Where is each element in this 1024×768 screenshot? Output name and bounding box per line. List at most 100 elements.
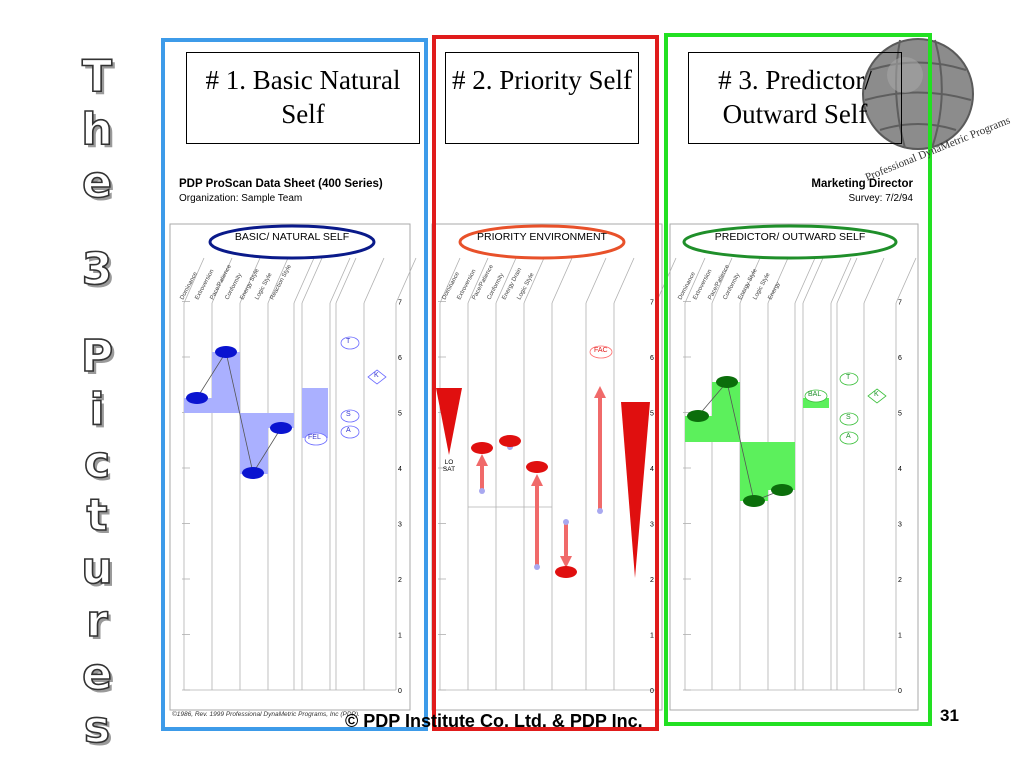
vertical-title-letter: T xyxy=(81,50,113,103)
priority-data-point xyxy=(471,442,493,454)
outward-data-point xyxy=(743,495,765,507)
sheet-survey: Survey: 7/2/94 xyxy=(848,193,913,204)
grid-header-line xyxy=(293,257,315,304)
grid-header-line xyxy=(439,257,461,304)
scale-tick-label: 1 xyxy=(650,633,654,640)
priority-data-point xyxy=(499,435,521,447)
outward-self-frame xyxy=(664,33,932,726)
scale-tick-label: 4 xyxy=(650,466,654,473)
grid-header-line xyxy=(551,257,573,304)
priority-chart xyxy=(436,386,650,578)
outward-data-point xyxy=(687,410,709,422)
grid-header-line xyxy=(684,257,706,304)
outward-data-point xyxy=(771,484,793,496)
grid-header-line xyxy=(585,257,607,304)
marker-label: FEL xyxy=(308,434,321,441)
scale-tick-label: 4 xyxy=(898,466,902,473)
grid-header-line xyxy=(863,257,885,304)
column-grid xyxy=(182,257,917,691)
scale-tick-label: 0 xyxy=(398,688,402,695)
scale-tick-label: 5 xyxy=(398,411,402,418)
scale-tick-label: 2 xyxy=(650,577,654,584)
scale-tick-label: 7 xyxy=(650,300,654,307)
vertical-title-letter: r xyxy=(85,595,108,648)
scale-tick-label: 7 xyxy=(898,300,902,307)
vertical-title-letter: c xyxy=(83,436,111,489)
priority-data-point xyxy=(555,566,577,578)
pdp-logo-icon xyxy=(862,38,974,150)
vertical-title-letter: e xyxy=(81,648,112,701)
basic-self-title: # 1. Basic Natural Self xyxy=(186,52,420,144)
grid-header-line xyxy=(211,257,233,304)
sheet-title: PDP ProScan Data Sheet (400 Series) xyxy=(179,178,383,190)
panel-ovals xyxy=(208,224,898,260)
scale-tick-label: 1 xyxy=(398,633,402,640)
basic-data-point xyxy=(186,392,208,404)
scale-tick-label: 3 xyxy=(398,522,402,529)
vertical-title-letter: t xyxy=(86,489,109,542)
scale-tick-label: 5 xyxy=(650,411,654,418)
vertical-title-letter: s xyxy=(83,701,111,754)
vertical-title: T h e 3 P i c t u r e s xyxy=(52,50,142,754)
grid-header-line xyxy=(329,257,351,304)
marker-label: A xyxy=(846,433,851,440)
basic-self-frame xyxy=(161,38,428,731)
basic-data-point xyxy=(215,346,237,358)
marker-label: T xyxy=(846,374,851,381)
outward-data-point xyxy=(716,376,738,388)
marker-label: K xyxy=(632,397,637,404)
grid-header-line xyxy=(363,257,385,304)
scale-ticks: 0 1 2 3 4 5 6 7 0 1 2 3 4 5 6 7 0 1 2 3 4 5 6 7 xyxy=(398,300,902,696)
marker-label: K xyxy=(374,372,379,379)
grid-header-line xyxy=(739,257,761,304)
marker-label: BAL xyxy=(808,391,822,398)
priority-self-frame xyxy=(432,35,659,731)
basic-panel-label: BASIC/ NATURAL SELF xyxy=(234,231,350,243)
scale-tick-label: 6 xyxy=(398,355,402,362)
scale-tick-label: 6 xyxy=(898,355,902,362)
vertical-title-letter: 3 xyxy=(81,243,113,296)
k-wedge xyxy=(621,402,650,578)
grid-header-line xyxy=(767,257,789,304)
priority-oval xyxy=(458,224,626,260)
priority-panel-label: PRIORITY ENVIRONMENT xyxy=(477,231,607,243)
basic-chart xyxy=(184,346,328,479)
grid-header-line xyxy=(301,257,323,304)
vertical-title-letter: i xyxy=(89,383,106,436)
scale-tick-label: 0 xyxy=(898,688,902,695)
grid-header-line xyxy=(836,257,858,304)
outward-fill xyxy=(685,382,740,442)
vertical-title-letter: e xyxy=(81,156,112,209)
basic-data-point xyxy=(270,422,292,434)
outward-oval xyxy=(682,224,898,260)
grid-header-line xyxy=(183,257,205,304)
basic-data-point xyxy=(242,467,264,479)
footer-text: © PDP Institute Co. Ltd. & PDP Inc. xyxy=(345,711,643,731)
grid-header-line xyxy=(830,257,852,304)
priority-self-title: # 2. Priority Self xyxy=(445,52,639,144)
marker-label: S xyxy=(346,411,351,418)
grid-header-line xyxy=(802,257,824,304)
scale-tick-label: 2 xyxy=(898,577,902,584)
outward-fill xyxy=(768,442,795,490)
sheet-organization: Organization: Sample Team xyxy=(179,193,303,204)
marker-shapes xyxy=(304,336,887,446)
marker-label: LO SAT xyxy=(442,459,456,473)
marker-label: FAC xyxy=(594,347,608,354)
sheet-role: Marketing Director xyxy=(811,178,913,190)
grid-header-line xyxy=(267,257,289,304)
grid-header-line xyxy=(239,257,261,304)
grid-header-line xyxy=(467,257,489,304)
sheet-copyright: ©1986, Rev. 1999 Professional DynaMetric… xyxy=(172,711,360,718)
vertical-title-letter: u xyxy=(81,542,114,595)
basic-fill xyxy=(184,352,240,413)
scale-tick-label: 2 xyxy=(398,577,402,584)
scale-tick-label: 7 xyxy=(398,300,402,307)
grid-header-line xyxy=(613,257,635,304)
priority-data-point xyxy=(526,461,548,473)
outward-self-title: # 3. Predictor/ Outward Self xyxy=(688,52,902,144)
vertical-title-letter: h xyxy=(81,103,114,156)
grid-header-line xyxy=(794,257,816,304)
scale-tick-label: 1 xyxy=(898,633,902,640)
